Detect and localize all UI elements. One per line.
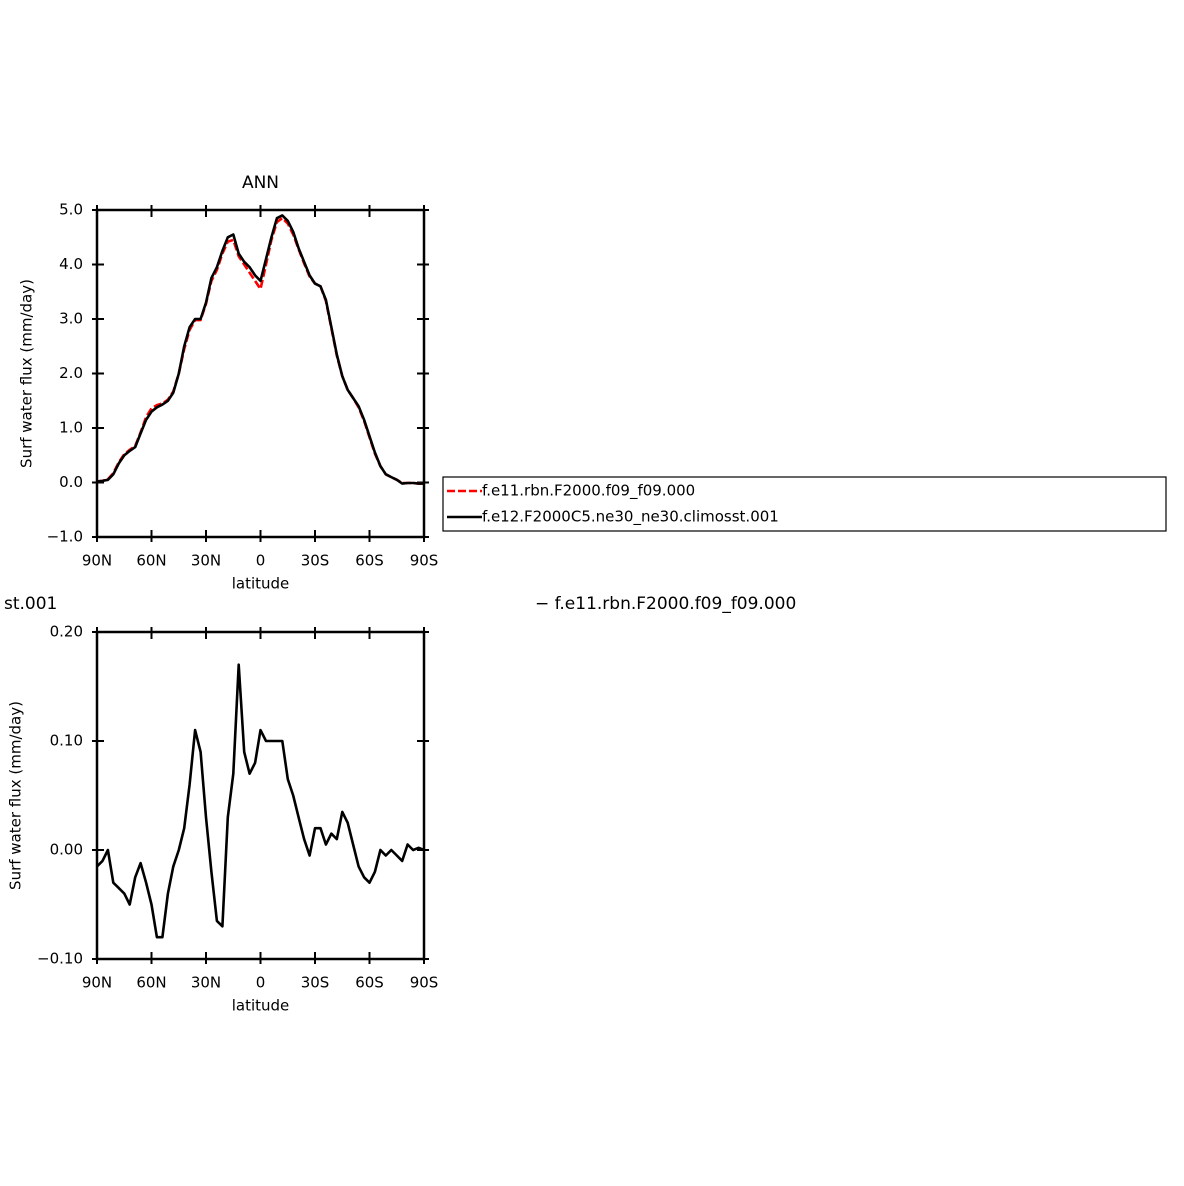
chart-title-right: − f.e11.rbn.F2000.f09_f09.000 [535, 594, 796, 614]
legend-label: f.e12.F2000C5.ne30_ne30.climosst.001 [482, 508, 779, 527]
legend-box [442, 476, 1167, 532]
y-tick-label: 2.0 [59, 364, 83, 382]
x-tick-label: 0 [256, 974, 266, 992]
y-axis-label: Surf water flux (mm/day) [7, 701, 25, 890]
x-tick-label: 90N [82, 552, 112, 570]
y-tick-label: −0.10 [37, 950, 83, 968]
x-tick-label: 30S [301, 552, 330, 570]
y-tick-label: 0.10 [50, 732, 83, 750]
legend-label: f.e11.rbn.F2000.f09_f09.000 [482, 482, 695, 501]
y-axis-label: Surf water flux (mm/day) [18, 279, 36, 468]
chart-title: ANN [242, 173, 279, 193]
data-line [96, 663, 425, 939]
plot-frame [95, 630, 426, 961]
y-tick-label: 5.0 [59, 201, 83, 219]
x-tick-label: 60S [355, 974, 384, 992]
x-tick-label: 90S [410, 552, 439, 570]
x-tick-label: 0 [256, 552, 266, 570]
x-tick-label: 60S [355, 552, 384, 570]
y-tick-label: 4.0 [59, 255, 83, 273]
chart-title-left: st.001 [4, 594, 57, 614]
data-line [96, 216, 424, 485]
x-tick-label: 60N [136, 974, 166, 992]
y-tick-label: 0.20 [50, 623, 83, 641]
plot-frame [95, 208, 426, 539]
x-axis-label: latitude [232, 997, 290, 1015]
y-tick-label: 1.0 [59, 419, 83, 437]
x-tick-label: 60N [136, 552, 166, 570]
x-tick-label: 30S [301, 974, 330, 992]
y-tick-label: 0.00 [50, 841, 83, 859]
x-tick-label: 90S [410, 974, 439, 992]
x-axis-label: latitude [232, 575, 290, 593]
data-line [96, 214, 424, 485]
y-tick-label: 3.0 [59, 310, 83, 328]
x-tick-label: 30N [191, 974, 221, 992]
x-tick-label: 30N [191, 552, 221, 570]
y-tick-label: 0.0 [59, 473, 83, 491]
y-tick-label: −1.0 [47, 528, 83, 546]
x-tick-label: 90N [82, 974, 112, 992]
